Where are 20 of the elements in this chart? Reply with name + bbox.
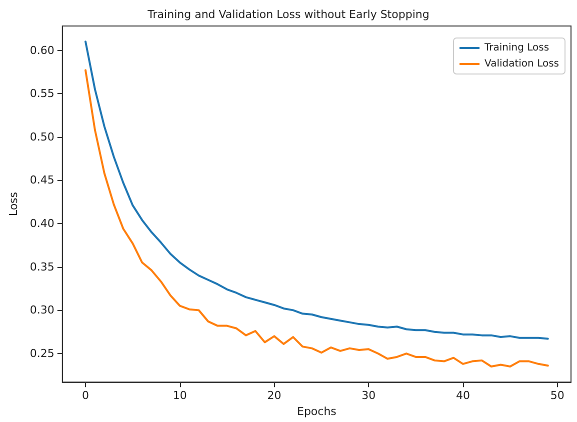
legend-label: Training Loss [484, 42, 550, 54]
x-tick-label: 50 [550, 389, 564, 402]
y-tick-label: 0.60 [30, 44, 54, 57]
y-tick-label: 0.35 [30, 260, 54, 274]
x-tick-label: 30 [362, 389, 376, 402]
x-tick-label: 0 [82, 389, 90, 402]
y-tick-label: 0.30 [30, 304, 54, 317]
y-axis-title: Loss [7, 192, 20, 216]
y-tick-label: 0.40 [30, 217, 54, 230]
x-axis-title: Epochs [296, 405, 337, 418]
y-tick-label: 0.25 [30, 347, 54, 360]
legend-label: Validation Loss [484, 58, 560, 70]
chart-title: Training and Validation Loss without Early Stopping [146, 8, 430, 21]
y-tick-label: 0.45 [30, 174, 54, 187]
x-tick-label: 40 [456, 389, 470, 402]
x-tick-label: 20 [267, 389, 282, 402]
line-series [84, 69, 549, 368]
x-tick-label: 10 [172, 389, 187, 402]
y-tick-label: 0.55 [30, 87, 54, 100]
y-tick-label: 0.50 [30, 130, 54, 144]
